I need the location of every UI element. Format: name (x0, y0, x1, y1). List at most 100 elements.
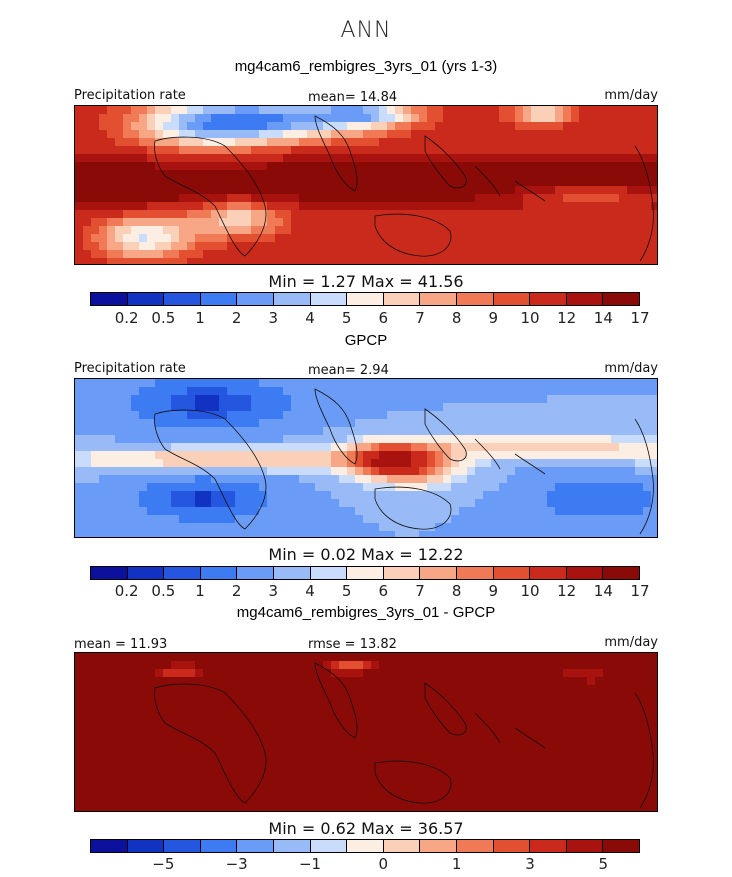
colorbar-tick-label: 9 (488, 309, 499, 327)
field-cell (443, 669, 452, 678)
field-cell (187, 202, 196, 211)
field-cell (371, 451, 380, 460)
field-cell (195, 379, 204, 388)
field-cell (91, 475, 100, 484)
field-cell (491, 170, 500, 179)
field-cell (539, 669, 548, 678)
field-cell (267, 693, 276, 702)
field-cell (499, 114, 508, 123)
field-cell (507, 419, 516, 428)
field-cell (171, 733, 180, 742)
field-cell (323, 531, 332, 537)
field-cell (611, 805, 620, 811)
field-cell (307, 661, 316, 670)
field-cell (651, 685, 657, 694)
field-cell (427, 443, 436, 452)
coastline (424, 682, 467, 736)
field-cell (515, 733, 524, 742)
field-cell (467, 226, 476, 235)
field-cell (219, 451, 228, 460)
field-cell (571, 757, 580, 766)
field-cell (491, 789, 500, 798)
field-cell (507, 403, 516, 412)
field-cell (483, 781, 492, 790)
field-cell (75, 733, 84, 742)
field-cell (387, 250, 396, 259)
field-cell (115, 733, 124, 742)
field-cell (259, 130, 268, 139)
field-cell (523, 250, 532, 259)
field-cell (83, 499, 92, 508)
field-cell (243, 226, 252, 235)
colorbar-swatch (164, 840, 201, 852)
field-cell (83, 483, 92, 492)
field-cell (219, 709, 228, 718)
field-cell (203, 411, 212, 420)
field-cell (643, 242, 652, 251)
field-cell (323, 523, 332, 532)
field-cell (227, 443, 236, 452)
field-cell (195, 467, 204, 476)
field-cell (395, 138, 404, 147)
field-cell (371, 677, 380, 686)
field-cell (235, 685, 244, 694)
field-cell (531, 138, 540, 147)
field-cell (259, 491, 268, 500)
field-cell (315, 242, 324, 251)
field-cell (171, 194, 180, 203)
field-cell (363, 741, 372, 750)
field-cell (171, 419, 180, 428)
field-cell (291, 106, 300, 115)
field-cell (563, 258, 572, 264)
field-cell (155, 138, 164, 147)
field-cell (123, 427, 132, 436)
field-cell (83, 202, 92, 211)
field-cell (275, 781, 284, 790)
field-cell (635, 669, 644, 678)
field-cell (155, 741, 164, 750)
field-cell (115, 443, 124, 452)
field-cell (419, 242, 428, 251)
field-cell (323, 805, 332, 811)
coastline (634, 692, 654, 809)
field-cell (331, 781, 340, 790)
field-cell (347, 507, 356, 516)
field-cell (331, 403, 340, 412)
field-cell (251, 475, 260, 484)
field-cell (171, 499, 180, 508)
field-cell (155, 427, 164, 436)
field-cell (211, 114, 220, 123)
field-cell (611, 435, 620, 444)
field-cell (547, 781, 556, 790)
field-cell (155, 202, 164, 211)
field-cell (187, 218, 196, 227)
field-cell (507, 483, 516, 492)
field-cell (123, 242, 132, 251)
field-cell (171, 138, 180, 147)
field-cell (459, 757, 468, 766)
field-cell (643, 701, 652, 710)
field-cell (523, 435, 532, 444)
field-cell (179, 186, 188, 195)
field-cell (227, 789, 236, 798)
field-cell (91, 411, 100, 420)
field-cell (323, 234, 332, 243)
field-cell (163, 435, 172, 444)
field-cell (315, 515, 324, 524)
field-cell (523, 186, 532, 195)
field-cell (283, 130, 292, 139)
field-cell (651, 114, 657, 123)
field-cell (563, 773, 572, 782)
field-cell (147, 186, 156, 195)
field-cell (603, 805, 612, 811)
field-cell (603, 483, 612, 492)
colorbar-tick-label: 3 (268, 309, 279, 327)
field-cell (403, 395, 412, 404)
field-cell (603, 773, 612, 782)
field-cell (483, 693, 492, 702)
field-cell (491, 250, 500, 259)
field-cell (251, 114, 260, 123)
field-cell (379, 805, 388, 811)
field-cell (243, 194, 252, 203)
field-cell (155, 106, 164, 115)
